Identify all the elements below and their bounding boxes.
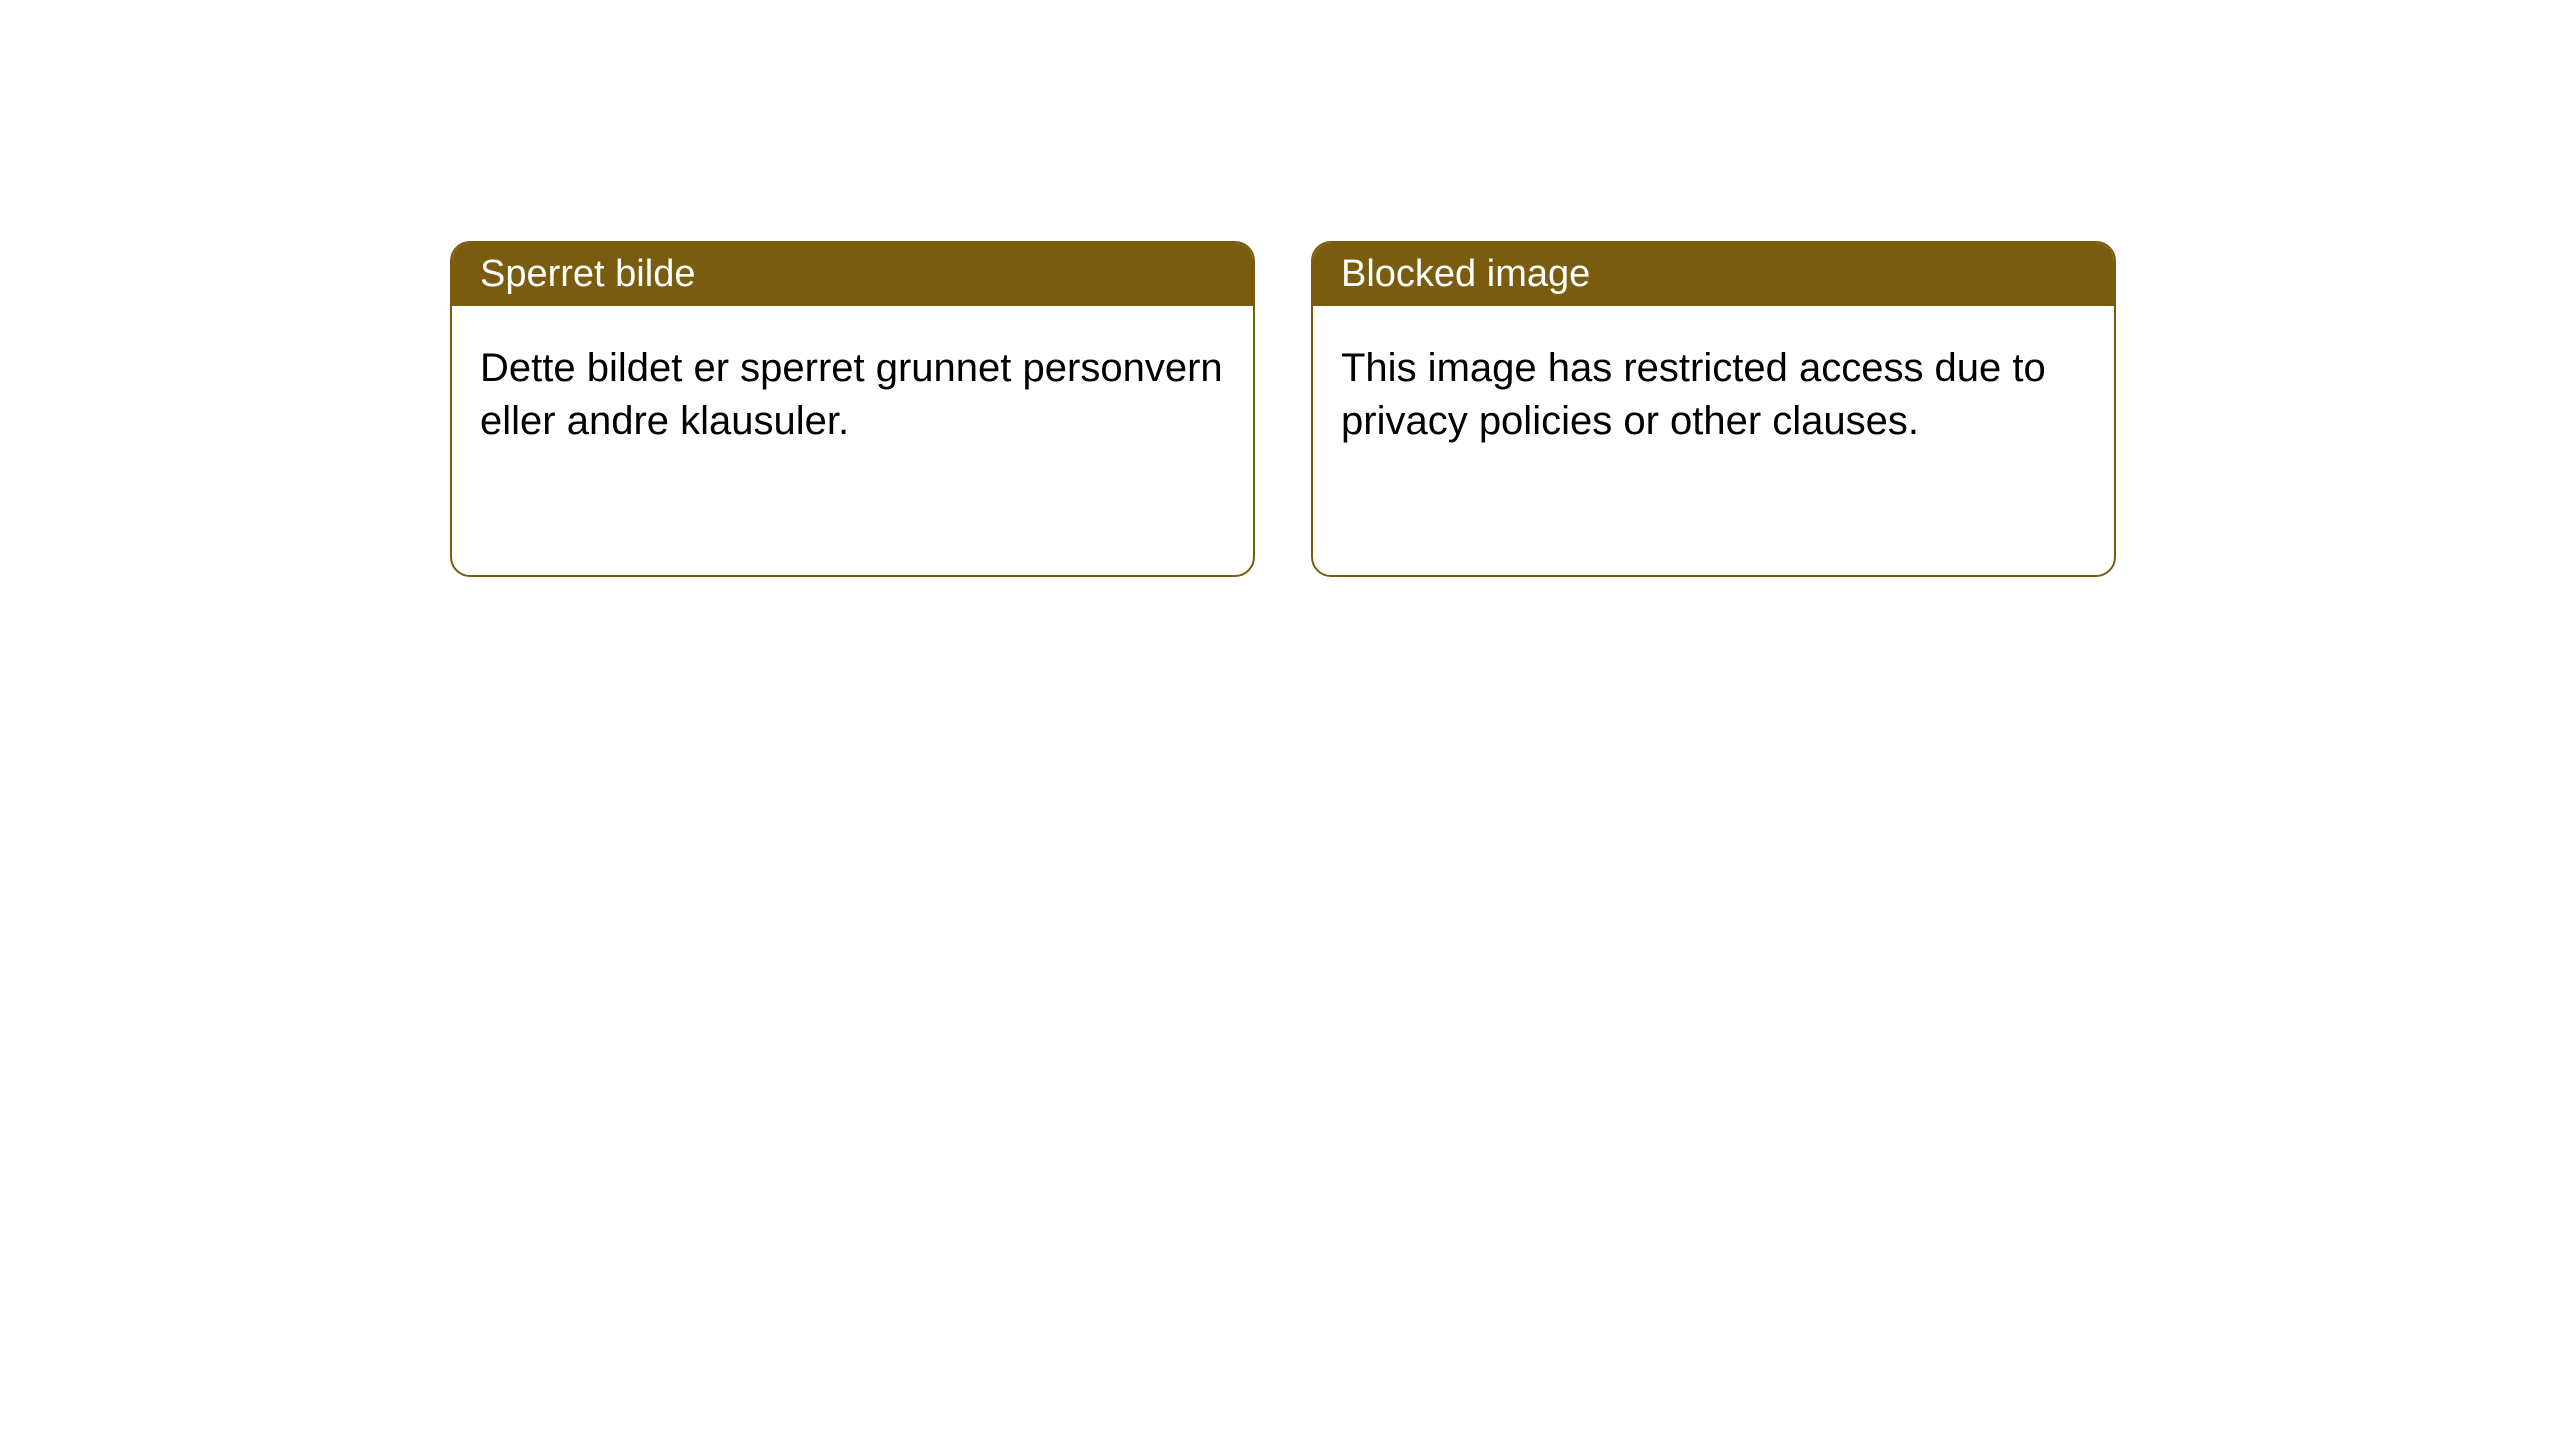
notice-text-english: This image has restricted access due to … bbox=[1341, 346, 2046, 443]
notice-header-english: Blocked image bbox=[1313, 243, 2114, 306]
notice-header-norwegian: Sperret bilde bbox=[452, 243, 1253, 306]
notice-body-norwegian: Dette bildet er sperret grunnet personve… bbox=[452, 306, 1253, 484]
notice-card-english: Blocked image This image has restricted … bbox=[1311, 241, 2116, 577]
notice-body-english: This image has restricted access due to … bbox=[1313, 306, 2114, 484]
notice-title-english: Blocked image bbox=[1341, 253, 1590, 295]
notice-container: Sperret bilde Dette bildet er sperret gr… bbox=[0, 0, 2560, 577]
notice-text-norwegian: Dette bildet er sperret grunnet personve… bbox=[480, 346, 1223, 443]
notice-card-norwegian: Sperret bilde Dette bildet er sperret gr… bbox=[450, 241, 1255, 577]
notice-title-norwegian: Sperret bilde bbox=[480, 253, 695, 295]
